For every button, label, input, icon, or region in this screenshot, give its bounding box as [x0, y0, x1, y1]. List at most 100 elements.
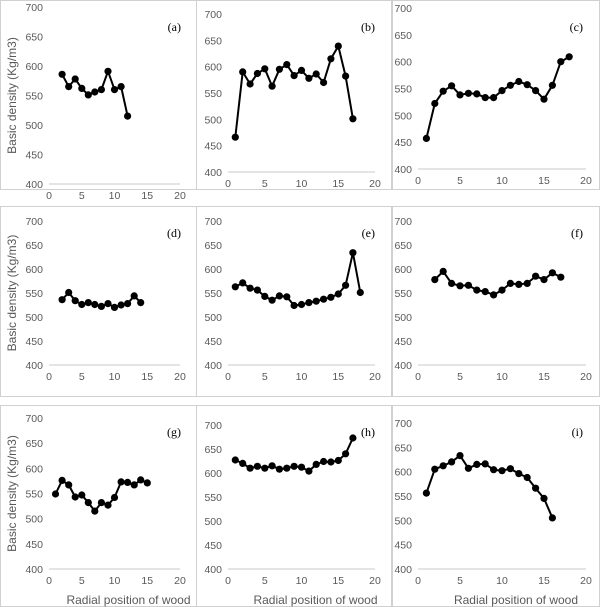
data-point [565, 53, 573, 61]
data-point [91, 300, 99, 309]
y-tick-label: 650 [204, 240, 222, 252]
data-point [261, 292, 269, 300]
panel-frame [196, 0, 392, 190]
y-tick-label: 700 [394, 216, 412, 228]
data-point [124, 112, 132, 120]
y-axis-title: Basic density (Kg/m3) [5, 235, 19, 352]
data-point [320, 457, 328, 466]
x-tick-label: 10 [496, 371, 508, 383]
x-axis-title: Radial position of wood [253, 593, 377, 607]
panel-label: (b) [361, 20, 375, 34]
panel-frame [0, 0, 198, 190]
data-point [334, 456, 342, 465]
x-tick-label: 15 [141, 190, 153, 202]
y-tick-label: 600 [25, 61, 43, 73]
data-point [320, 78, 328, 87]
x-tick-label: 15 [332, 178, 344, 190]
y-tick-label: 500 [204, 516, 222, 528]
data-point [104, 300, 112, 308]
data-point [431, 99, 439, 108]
data-point [261, 65, 269, 73]
data-point [448, 458, 456, 466]
data-point [117, 478, 125, 486]
data-point [548, 514, 557, 522]
data-point [246, 284, 254, 292]
data-point [327, 458, 335, 466]
data-point [231, 283, 239, 291]
data-point [515, 77, 523, 86]
y-tick-label: 600 [204, 264, 222, 276]
y-tick-label: 450 [25, 539, 43, 551]
data-point [305, 74, 313, 82]
panel-label: (d) [167, 226, 181, 240]
y-tick-label: 400 [25, 360, 43, 372]
data-point [490, 94, 498, 102]
data-point [71, 75, 79, 83]
data-point [104, 501, 112, 509]
data-point [490, 466, 498, 474]
data-point [481, 94, 489, 102]
data-point [431, 276, 439, 284]
data-point [498, 87, 506, 95]
y-axis-title: Basic density (Kg/m3) [5, 435, 19, 552]
data-point [523, 279, 531, 287]
x-tick-label: 10 [296, 575, 308, 587]
data-point [532, 484, 540, 492]
y-tick-label: 500 [394, 110, 412, 122]
data-point [97, 302, 105, 310]
y-tick-label: 700 [204, 420, 222, 432]
x-tick-label: 10 [496, 175, 508, 187]
y-tick-label: 400 [25, 179, 43, 191]
x-tick-label: 10 [296, 178, 308, 190]
data-point [78, 84, 86, 92]
data-point [464, 464, 472, 472]
x-tick-label: 20 [580, 371, 592, 383]
y-tick-label: 500 [25, 120, 43, 132]
data-point [349, 434, 357, 442]
x-tick-label: 15 [141, 575, 153, 587]
data-point [130, 481, 138, 489]
x-tick-label: 5 [457, 575, 463, 587]
data-point [498, 467, 506, 475]
data-point [464, 89, 472, 97]
data-point [481, 288, 489, 296]
data-point [117, 301, 125, 309]
data-point [137, 476, 145, 484]
y-tick-label: 400 [394, 164, 412, 176]
x-tick-label: 15 [538, 575, 550, 587]
y-tick-label: 400 [204, 564, 222, 576]
chart-panel: 400 450 500 550 600 650 700 0 5 10 15 20 (h) Radial p… [196, 405, 392, 607]
data-point [117, 83, 125, 91]
x-tick-label: 20 [369, 575, 381, 587]
x-tick-label: 10 [109, 371, 121, 383]
y-tick-label: 450 [25, 150, 43, 162]
data-point [448, 82, 456, 90]
data-point [515, 470, 523, 478]
y-tick-label: 400 [394, 360, 412, 372]
data-point [456, 452, 464, 460]
data-point [342, 450, 350, 458]
y-tick-label: 550 [204, 492, 222, 504]
x-tick-label: 20 [174, 575, 186, 587]
y-tick-label: 500 [25, 312, 43, 324]
x-tick-label: 20 [580, 575, 592, 587]
data-point [327, 293, 335, 301]
data-point [523, 81, 531, 89]
x-tick-label: 5 [79, 190, 85, 202]
data-point [481, 460, 489, 468]
data-point [65, 288, 73, 297]
x-axis-title: Radial position of wood [454, 593, 578, 607]
x-tick-label: 0 [225, 371, 231, 383]
data-point [246, 464, 254, 472]
panel-label: (i) [572, 425, 583, 439]
y-tick-label: 400 [204, 167, 222, 179]
panel-label: (c) [570, 20, 583, 34]
data-point [320, 295, 328, 303]
panel-label: (e) [362, 226, 375, 240]
x-tick-label: 10 [496, 575, 508, 587]
data-point [431, 465, 439, 473]
x-tick-label: 0 [415, 371, 421, 383]
data-point [473, 90, 481, 98]
panel-label: (g) [167, 425, 181, 439]
y-tick-label: 650 [394, 30, 412, 42]
